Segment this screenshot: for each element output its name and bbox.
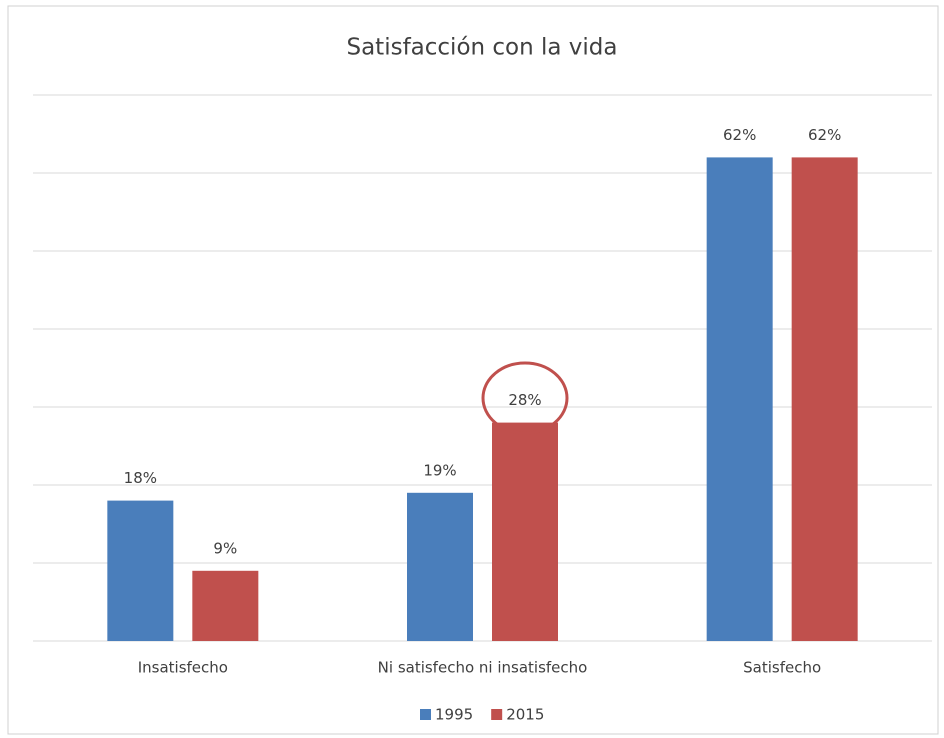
legend-swatch — [420, 709, 431, 720]
bar — [492, 422, 558, 641]
legend-label: 1995 — [435, 706, 473, 724]
chart-title: Satisfacción con la vida — [346, 35, 617, 61]
x-tick-label: Satisfecho — [743, 659, 821, 677]
x-tick-label: Insatisfecho — [138, 659, 228, 677]
bar — [192, 570, 259, 641]
bar — [407, 492, 473, 641]
data-label: 9% — [213, 539, 237, 557]
bar — [791, 157, 858, 641]
legend-label: 2015 — [506, 706, 544, 724]
x-tick-label: Ni satisfecho ni insatisfecho — [378, 659, 588, 677]
data-label: 19% — [423, 461, 456, 479]
data-label: 18% — [124, 469, 157, 487]
legend-swatch — [491, 709, 503, 720]
highlight-circle — [481, 361, 569, 435]
data-label: 62% — [723, 126, 756, 144]
bar — [706, 157, 773, 641]
bar — [107, 500, 174, 641]
data-label: 28% — [508, 391, 541, 409]
data-label: 62% — [808, 126, 841, 144]
